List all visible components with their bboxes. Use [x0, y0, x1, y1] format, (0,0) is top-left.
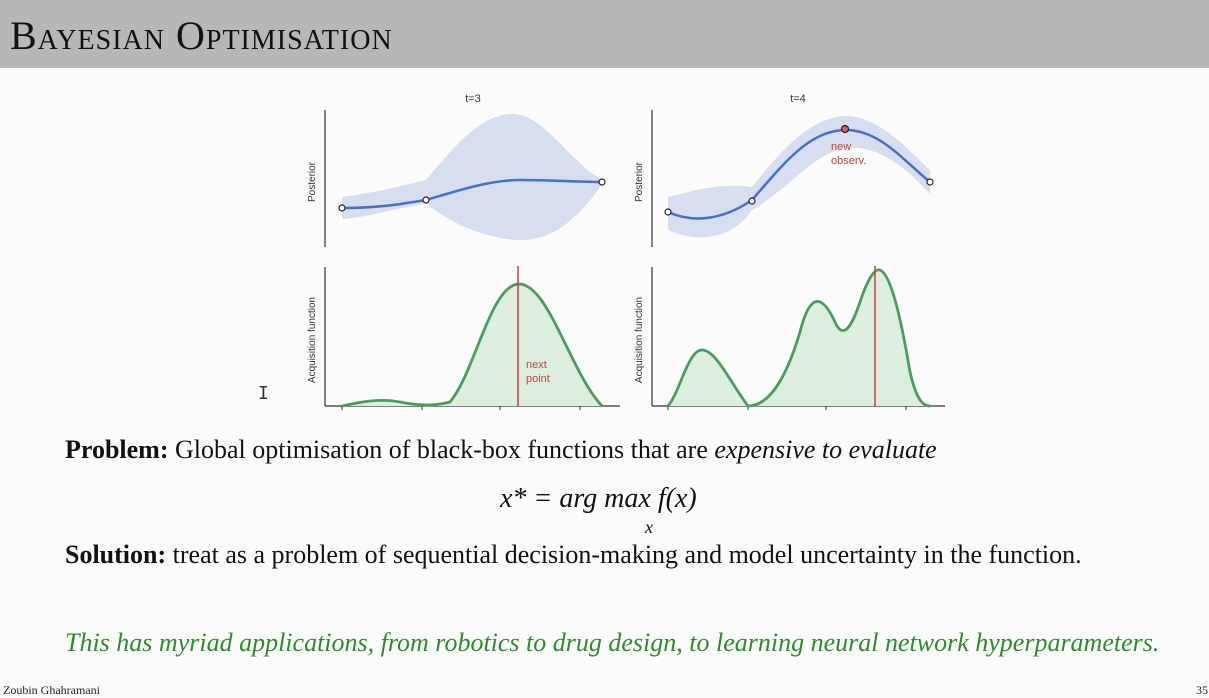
footer-author: Zoubin Ghahramani [3, 683, 100, 697]
observation-point [664, 208, 672, 216]
posterior-mean-right [667, 128, 931, 220]
argmax-formula: x* = arg max f(x) x [500, 482, 697, 537]
problem-statement: Problem: Global optimisation of black-bo… [65, 433, 937, 467]
posterior-mean-left [341, 178, 603, 210]
bayesian-optimisation-figure: t=3 Posterior Acquisition function next … [307, 93, 945, 410]
panel-title-t3: t=3 [465, 93, 481, 105]
solution-label: Solution: [65, 540, 167, 569]
formula-expression: x* = arg max f(x) [500, 483, 697, 514]
slide-title: Bayesian Optimisation [10, 13, 393, 58]
page-number: 35 [1196, 683, 1208, 697]
acquisition-fill-left [342, 283, 602, 406]
problem-italic: expensive to evaluate [714, 435, 937, 464]
observation-point [748, 197, 756, 205]
observation-point [598, 178, 606, 186]
formula-subscript: x [645, 517, 653, 537]
slide-header: Bayesian Optimisation [0, 0, 1209, 68]
observation-point [422, 196, 430, 204]
posterior-band-right [668, 116, 930, 238]
problem-text: Global optimisation of black-box functio… [168, 435, 715, 464]
observation-point [926, 178, 934, 186]
panel-title-t4: t=4 [790, 93, 806, 105]
annotation-new: new [831, 141, 851, 153]
observation-point [338, 204, 346, 212]
acquisition-curve-left [341, 282, 604, 408]
new-observation-point [840, 124, 850, 134]
problem-label: Problem: [65, 435, 169, 464]
annotation-next: next [526, 359, 547, 371]
text-cursor-icon: I [258, 383, 269, 404]
annotation-point: point [526, 373, 550, 385]
ylabel-posterior-left: Posterior [307, 161, 318, 202]
annotation-observ: observ. [831, 155, 866, 167]
solution-text: treat as a problem of sequential decisio… [166, 540, 1082, 569]
posterior-band-left [342, 113, 602, 241]
ylabel-acquisition-right: Acquisition function [634, 297, 645, 383]
ylabel-posterior-right: Posterior [634, 161, 645, 202]
solution-statement: Solution: treat as a problem of sequenti… [65, 538, 1175, 572]
applications-statement: This has myriad applications, from robot… [65, 628, 1160, 657]
ylabel-acquisition-left: Acquisition function [307, 297, 318, 383]
acquisition-curve-right [666, 268, 931, 408]
